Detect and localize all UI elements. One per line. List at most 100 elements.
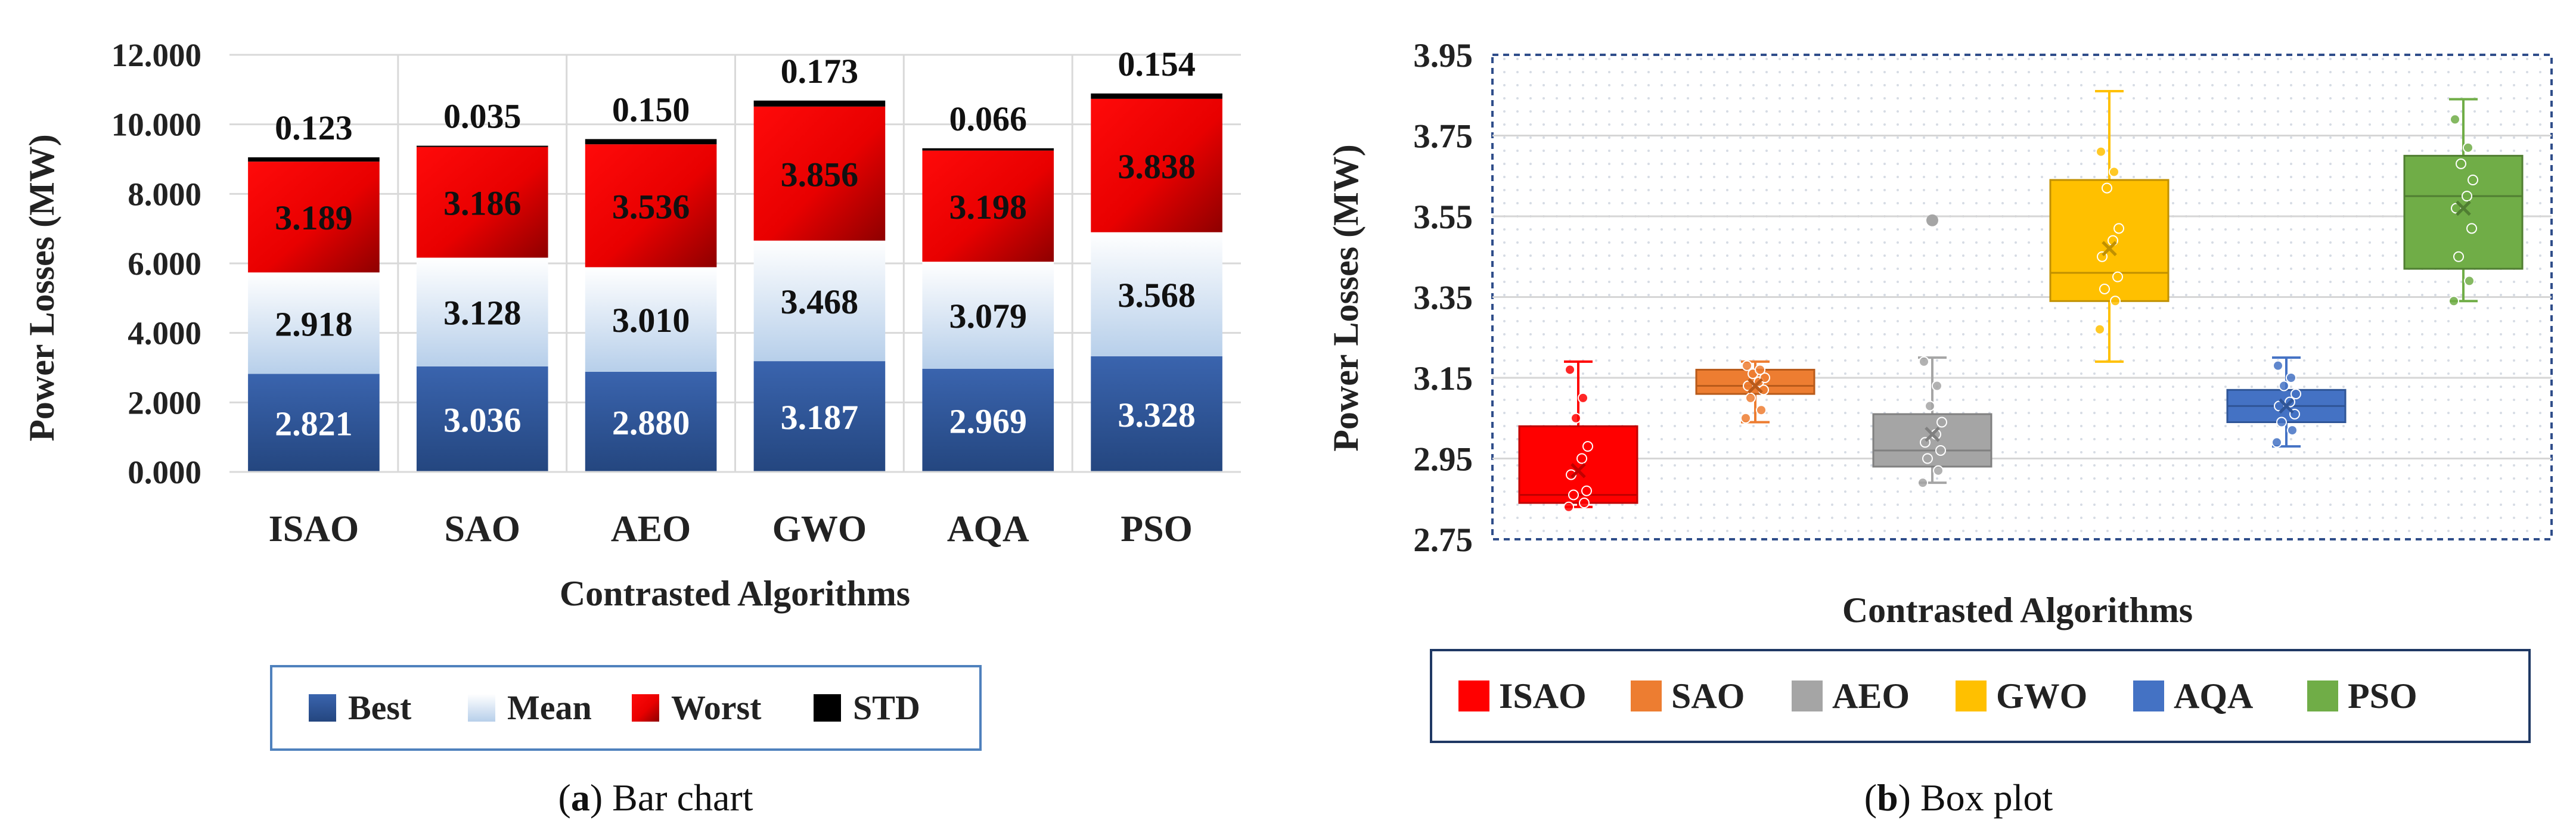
bar-worst-pso	[1091, 98, 1222, 232]
box-point-gwo	[2099, 283, 2110, 294]
box-point-pso	[2462, 191, 2472, 202]
bar-chart-y-axis-title: Power Losses (MW)	[22, 134, 61, 441]
bar-std-aqa	[922, 148, 1054, 151]
box-point-pso	[2464, 275, 2475, 287]
box-point-aeo	[1932, 380, 1942, 391]
bar-worst-isao	[248, 161, 380, 273]
bar-mean-aeo	[585, 267, 717, 372]
bar-best-sao	[416, 366, 548, 472]
bar-chart-y-tick-labels: 0.000 2.000 4.000 6.000 8.000 10.000 12.000	[111, 37, 201, 490]
box-point-gwo	[2096, 146, 2106, 157]
box-point-isao	[1565, 364, 1575, 375]
bar-chart-y-tick-label: 0.000	[128, 454, 201, 490]
box-point-gwo	[2102, 182, 2112, 194]
bar-label-mean-aeo: 3.010	[612, 301, 690, 340]
box-point-aeo	[1919, 356, 1929, 367]
bar-chart-caption-text: Bar chart	[612, 776, 753, 819]
bar-mean-isao	[248, 272, 380, 374]
box-isao	[1518, 425, 1638, 504]
box-plot-y-tick-label: 3.95	[1413, 37, 1473, 74]
box-legend-swatch-gwo	[1956, 680, 1987, 711]
box-legend-label-pso: PSO	[2348, 676, 2417, 716]
box-mean-marker-sao	[1748, 378, 1763, 394]
box-point-aqa	[2287, 425, 2298, 436]
box-plot-y-tick-label: 2.95	[1413, 441, 1473, 478]
box-plot-y-tick-label: 2.75	[1413, 521, 1473, 559]
box-point-aeo	[1935, 445, 1946, 456]
bar-best-aeo	[585, 372, 717, 472]
bar-label-best-isao: 2.821	[275, 405, 353, 443]
box-plot-legend: ISAO SAO AEO GWO AQA PSO	[1458, 676, 2417, 716]
box-point-isao	[1582, 441, 1593, 452]
bar-label-std-aeo: 0.150	[612, 90, 690, 129]
box-legend-swatch-aqa	[2133, 680, 2164, 711]
box-point-sao	[1756, 405, 1767, 416]
box-point-sao	[1742, 360, 1752, 371]
box-plot-caption-letter: b	[1877, 776, 1898, 819]
box-point-pso	[2456, 158, 2466, 169]
bar-chart-y-tick-label: 2.000	[128, 384, 201, 421]
bar-worst-aeo	[585, 144, 717, 268]
box-point-isao	[1571, 412, 1581, 424]
box-point-gwo	[2094, 324, 2105, 335]
bar-label-mean-aqa: 3.079	[949, 297, 1028, 335]
bar-chart-y-tick-label: 12.000	[111, 37, 201, 73]
box-point-aqa	[2291, 389, 2301, 400]
bar-chart-x-tick-label: AEO	[611, 509, 691, 549]
box-plot-y-tick-label: 3.35	[1413, 279, 1473, 317]
box-legend-label-aeo: AEO	[1832, 676, 1910, 716]
box-point-aqa	[2286, 372, 2296, 383]
box-point-sao	[1755, 364, 1765, 375]
box-point-aeo	[1936, 417, 1947, 428]
box-point-aeo	[1917, 477, 1928, 489]
bar-best-aqa	[922, 368, 1054, 472]
box-point-isao	[1581, 485, 1592, 496]
bar-best-pso	[1091, 356, 1222, 472]
bar-chart-x-tick-label: GWO	[772, 509, 867, 549]
bar-worst-aqa	[922, 150, 1054, 262]
bar-label-std-isao: 0.123	[275, 108, 353, 147]
bar-chart-y-tick-label: 8.000	[128, 176, 201, 212]
box-point-pso	[2450, 114, 2460, 125]
box-point-isao	[1563, 501, 1574, 512]
bar-legend-swatch-best	[309, 694, 336, 722]
box-plot-y-tick-label: 3.75	[1413, 118, 1473, 156]
bar-label-worst-gwo: 3.856	[781, 155, 859, 194]
bar-chart-panel: 0.000 2.000 4.000 6.000 8.000 10.000 12.000 2.…	[22, 37, 1241, 819]
box-mean-marker-aqa	[2279, 398, 2294, 414]
bar-label-best-sao: 3.036	[443, 400, 522, 439]
bar-worst-gwo	[753, 106, 886, 241]
bar-worst-sao	[416, 147, 548, 258]
box-plot-gridlines	[1492, 135, 2552, 459]
bar-std-pso	[1091, 93, 1222, 99]
bar-label-mean-isao: 2.918	[275, 304, 353, 343]
bar-label-std-gwo: 0.173	[781, 52, 859, 91]
bar-label-std-pso: 0.154	[1118, 45, 1196, 83]
box-point-gwo	[2113, 223, 2124, 234]
box-point-aqa	[2276, 417, 2287, 428]
box-plot-x-axis-title: Contrasted Algorithms	[1842, 591, 2193, 630]
bar-chart-caption-letter: a	[571, 776, 590, 819]
bar-chart-x-tick-label: PSO	[1121, 509, 1193, 549]
box-point-pso	[2453, 251, 2464, 262]
bar-chart-bars: 2.821 2.918 3.189 0.123 3.036 3.128 3.186 0.035…	[248, 45, 1222, 472]
box-plot-y-tick-label: 3.15	[1413, 360, 1473, 397]
box-mean-marker-pso	[2456, 200, 2471, 216]
box-point-aqa	[2279, 380, 2289, 391]
bar-label-worst-pso: 3.838	[1118, 147, 1196, 186]
bar-chart-x-axis-title: Contrasted Algorithms	[560, 574, 910, 613]
bar-legend-swatch-mean	[468, 694, 495, 722]
bar-legend-swatch-worst	[632, 694, 659, 722]
box-point-aeo	[1922, 453, 1933, 464]
box-point-aqa	[2274, 400, 2285, 412]
bar-label-worst-aqa: 3.198	[949, 188, 1028, 226]
bar-mean-gwo	[753, 240, 886, 362]
box-mean-marker-aeo	[1925, 427, 1940, 442]
box-point-aqa	[2271, 437, 2282, 448]
box-point-isao	[1579, 498, 1590, 509]
bar-label-mean-gwo: 3.468	[781, 282, 859, 321]
bar-chart-x-tick-labels: ISAO SAO AEO GWO AQA PSO	[269, 509, 1193, 549]
bar-legend-swatch-std	[814, 694, 841, 722]
bar-label-best-pso: 3.328	[1118, 396, 1196, 434]
